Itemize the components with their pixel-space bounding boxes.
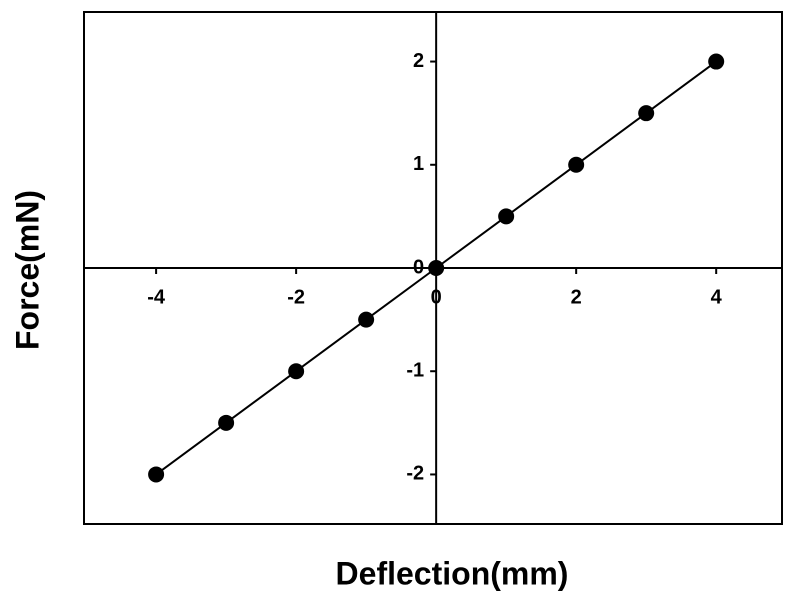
y-axis-label: Force(mN) xyxy=(9,190,45,350)
y-tick-label: -2 xyxy=(406,463,424,485)
data-point xyxy=(498,208,515,225)
data-point xyxy=(288,363,305,380)
data-point xyxy=(708,53,725,70)
data-point xyxy=(148,466,165,483)
y-tick-label: 1 xyxy=(413,153,424,175)
data-point xyxy=(638,105,655,122)
y-tick-label: 0 xyxy=(413,256,424,278)
x-axis-label: Deflection(mm) xyxy=(336,555,569,591)
x-tick-label: 2 xyxy=(571,286,582,308)
x-tick-label: 0 xyxy=(431,286,442,308)
data-point xyxy=(218,414,235,431)
x-tick-label: -4 xyxy=(147,286,166,308)
data-point xyxy=(428,260,445,276)
x-tick-label: -2 xyxy=(287,286,305,308)
data-point xyxy=(358,311,375,328)
y-tick-label: 2 xyxy=(413,50,424,72)
x-tick-label: 4 xyxy=(711,286,723,308)
data-point xyxy=(568,156,585,173)
y-tick-label: -1 xyxy=(406,360,424,382)
